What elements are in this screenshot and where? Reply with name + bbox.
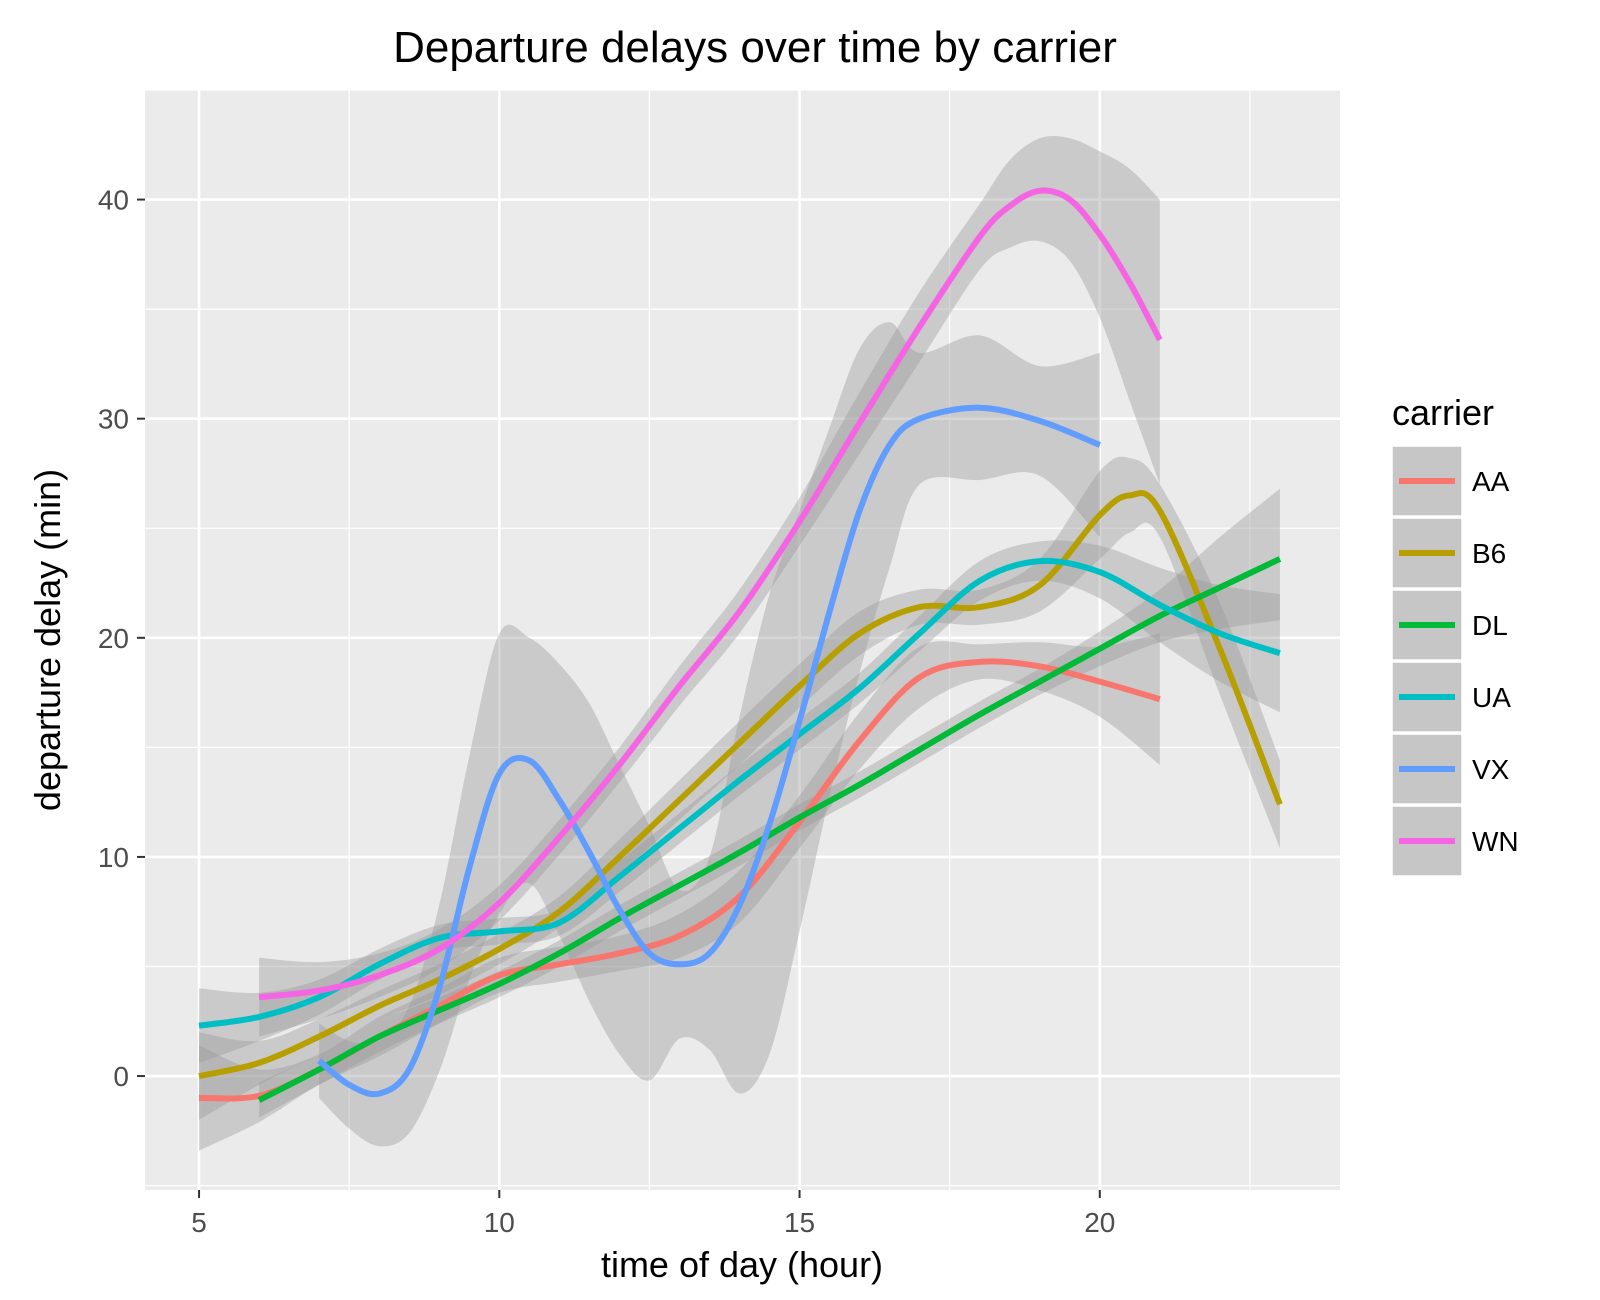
legend-item-ua: UA [1391,661,1511,733]
series-line-ua [198,557,1281,1029]
ribbon-b6 [199,456,1280,1120]
legend-label: VX [1472,754,1510,785]
legend-label: B6 [1472,538,1506,569]
series-lines [198,187,1283,1103]
legend-label: WN [1472,826,1519,857]
legend-label: UA [1472,682,1511,713]
legend-item-vx: VX [1391,733,1510,805]
legend-label: AA [1472,466,1510,497]
legend-item-b6: B6 [1391,517,1506,589]
legend-item-wn: WN [1391,805,1519,877]
legend-item-aa: AA [1391,445,1510,517]
x-tick-label: 5 [191,1207,207,1238]
x-tick-label: 10 [484,1207,515,1238]
legend-item-dl: DL [1391,589,1508,661]
y-tick-label: 30 [98,404,129,435]
chart-title: Departure delays over time by carrier [393,23,1117,72]
grid-major [145,90,1340,1190]
x-tick-label: 15 [784,1207,815,1238]
ribbon-wn [259,135,1160,1037]
y-tick-label: 20 [98,623,129,654]
ribbon-vx [319,322,1100,1147]
y-tick-label: 10 [98,842,129,873]
y-tick-label: 40 [98,185,129,216]
y-tick-label: 0 [113,1061,129,1092]
legend-items: AA B6 DL UA VX WN [1391,445,1519,877]
series-line-vx [317,404,1101,1098]
x-axis-title: time of day (hour) [601,1244,883,1285]
y-axis: 0 10 20 30 40 [98,185,145,1092]
legend-label: DL [1472,610,1508,641]
x-tick-label: 20 [1084,1207,1115,1238]
grid-minor [145,89,1340,1190]
legend-title: carrier [1392,392,1494,433]
series-line-b6 [198,490,1283,1080]
y-axis-title: departure delay (min) [27,469,68,811]
plot-panel [145,90,1340,1190]
legend: carrier AA B6 DL UA VX WN [1391,392,1519,877]
ribbon-dl [259,488,1280,1118]
series-line-wn [258,187,1163,1001]
ribbon-aa [199,633,1160,1151]
x-axis: 5 10 15 20 [191,1190,1115,1238]
